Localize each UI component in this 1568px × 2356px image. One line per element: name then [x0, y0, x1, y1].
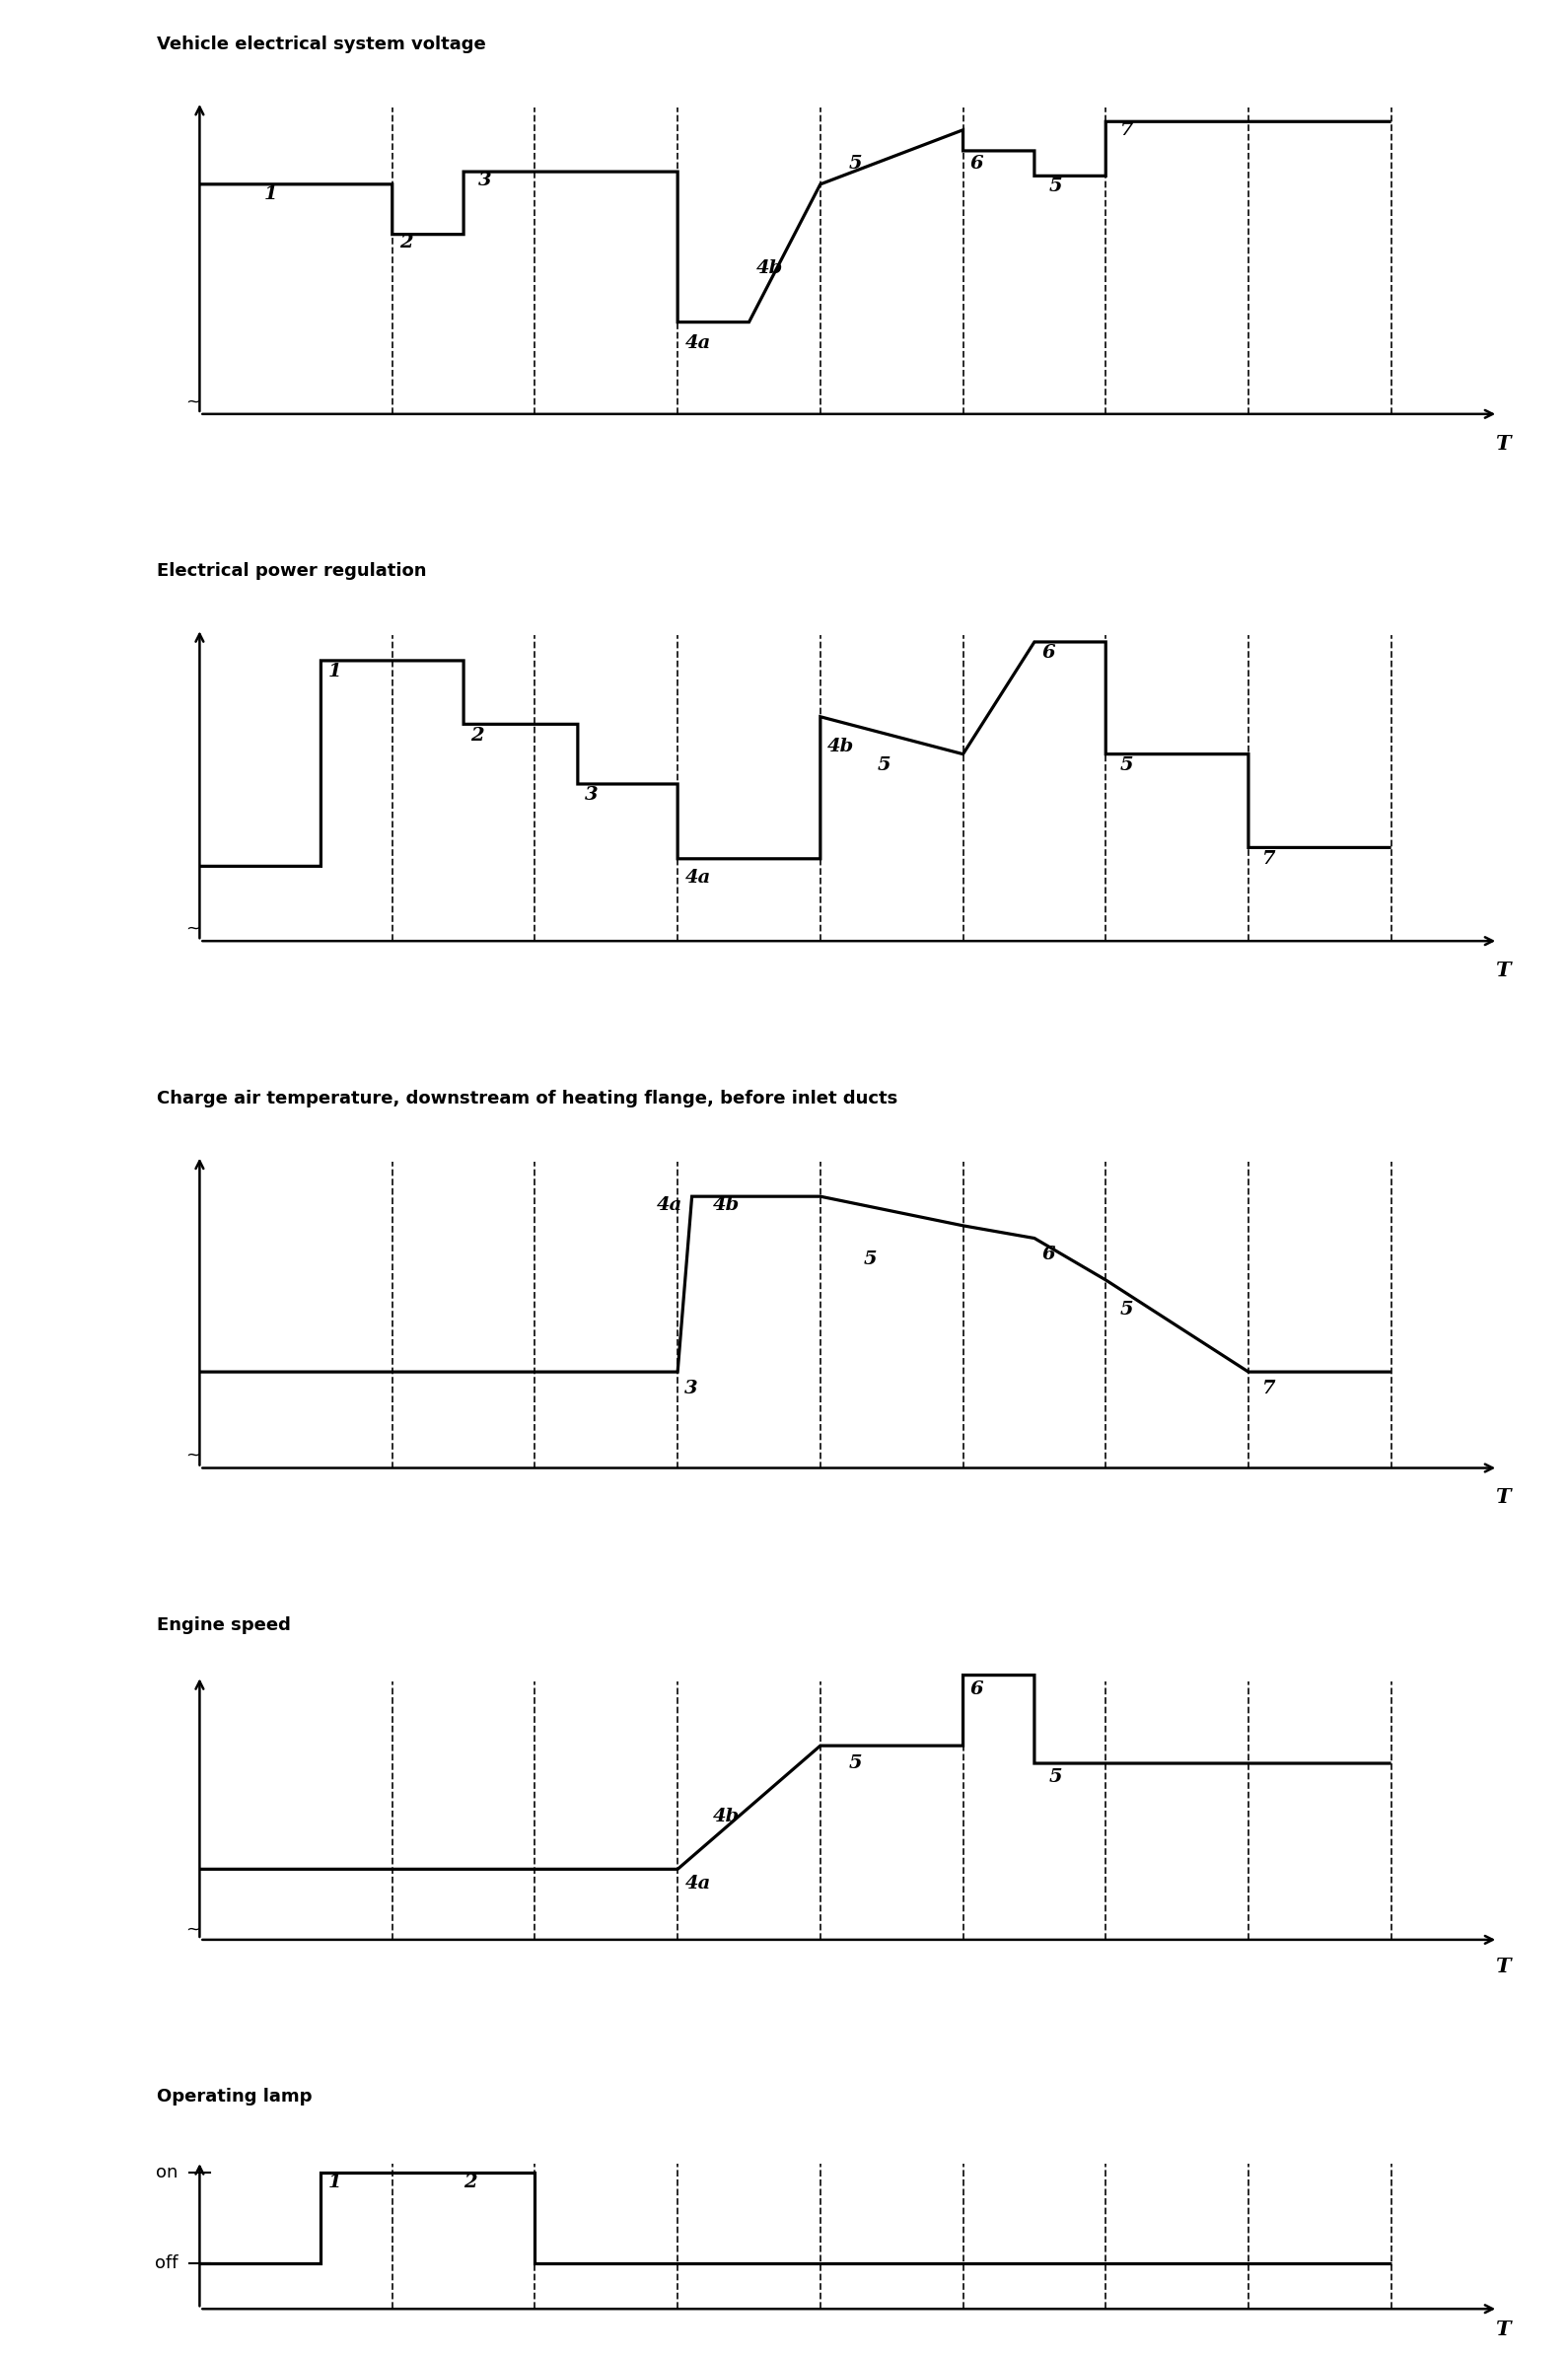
Text: 7: 7 — [1120, 120, 1134, 139]
Text: 4b: 4b — [713, 1197, 740, 1213]
Text: T: T — [1494, 961, 1510, 980]
Text: Engine speed: Engine speed — [157, 1616, 290, 1635]
Text: 4a: 4a — [685, 869, 710, 886]
Text: Electrical power regulation: Electrical power regulation — [157, 563, 426, 580]
Text: 5: 5 — [1049, 177, 1062, 196]
Text: 2: 2 — [464, 2175, 477, 2191]
Text: 2: 2 — [470, 726, 485, 744]
Text: 7: 7 — [1262, 1381, 1276, 1397]
Text: 6: 6 — [971, 155, 983, 172]
Text: 5: 5 — [848, 155, 862, 172]
Text: 3: 3 — [585, 787, 599, 803]
Text: 6: 6 — [1041, 1246, 1055, 1263]
Text: 4a: 4a — [685, 335, 710, 351]
Text: 5: 5 — [848, 1755, 862, 1772]
Text: 6: 6 — [1041, 643, 1055, 662]
Text: 3: 3 — [685, 1381, 698, 1397]
Text: T: T — [1494, 1487, 1510, 1508]
Text: 5: 5 — [862, 1251, 877, 1268]
Text: 3: 3 — [478, 172, 491, 188]
Text: 4b: 4b — [828, 737, 855, 756]
Text: T: T — [1494, 2321, 1510, 2340]
Text: Operating lamp: Operating lamp — [157, 2087, 312, 2106]
Text: 1: 1 — [328, 662, 342, 681]
Text: T: T — [1494, 1955, 1510, 1977]
Text: 6: 6 — [971, 1680, 983, 1699]
Text: 1: 1 — [263, 186, 278, 203]
Text: 5: 5 — [878, 756, 891, 775]
Text: 4b: 4b — [756, 259, 782, 276]
Text: 1: 1 — [328, 2175, 342, 2191]
Text: 4a: 4a — [685, 1875, 710, 1892]
Text: ~: ~ — [185, 919, 199, 938]
Text: 5: 5 — [1120, 756, 1134, 775]
Text: 2: 2 — [400, 233, 412, 252]
Text: off: off — [155, 2255, 179, 2271]
Text: 5: 5 — [1120, 1301, 1134, 1317]
Text: ~: ~ — [185, 1920, 199, 1939]
Text: 7: 7 — [1262, 851, 1276, 867]
Text: 4b: 4b — [713, 1807, 740, 1826]
Text: 5: 5 — [1049, 1769, 1062, 1786]
Text: 4a: 4a — [657, 1197, 682, 1213]
Text: on: on — [157, 2163, 179, 2182]
Text: T: T — [1494, 434, 1510, 452]
Text: ~: ~ — [185, 1447, 199, 1465]
Text: ~: ~ — [185, 393, 199, 410]
Text: Vehicle electrical system voltage: Vehicle electrical system voltage — [157, 35, 486, 54]
Text: Charge air temperature, downstream of heating flange, before inlet ducts: Charge air temperature, downstream of he… — [157, 1088, 897, 1107]
